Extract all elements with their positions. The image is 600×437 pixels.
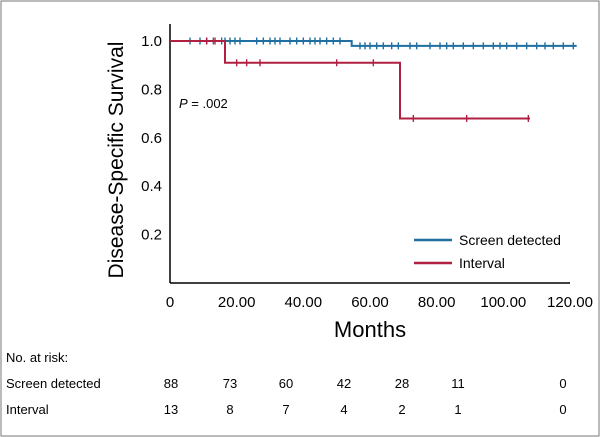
risk-table: No. at risk: Screen detected Interval 88… <box>6 350 567 417</box>
y-tick-label: 0.8 <box>141 81 162 98</box>
risk-row-label-screen-detected: Screen detected <box>6 376 101 391</box>
legend-label-screen-detected: Screen detected <box>459 232 561 248</box>
p-value-symbol: P <box>179 96 188 111</box>
risk-value: 60 <box>279 376 293 391</box>
risk-table-title: No. at risk: <box>6 350 68 365</box>
y-tick-label: 0.2 <box>141 227 162 244</box>
series-layer <box>170 37 577 122</box>
y-tick-labels: 0.2 0.4 0.6 0.8 1.0 <box>141 33 162 244</box>
series-line-interval <box>170 40 530 120</box>
x-tick-label: 100.00 <box>480 294 526 311</box>
risk-value: 4 <box>340 402 347 417</box>
p-value-text: = .002 <box>188 96 228 111</box>
x-tick-label: 40.00 <box>285 294 323 311</box>
risk-row-label-interval: Interval <box>6 402 49 417</box>
x-tick-label: 0 <box>166 294 174 311</box>
series-line-screen-detected <box>170 40 577 47</box>
risk-value: 88 <box>164 376 178 391</box>
y-tick-label: 0.6 <box>141 130 162 147</box>
risk-value: 0 <box>559 402 566 417</box>
x-tick-labels: 0 20.00 40.00 60.00 80.00 100.00 120.00 <box>166 294 593 311</box>
risk-value: 8 <box>226 402 233 417</box>
x-tick-label: 120.00 <box>547 294 593 311</box>
risk-value: 2 <box>398 402 405 417</box>
risk-value: 7 <box>282 402 289 417</box>
y-tick-label: 1.0 <box>141 33 162 50</box>
risk-value: 0 <box>559 376 566 391</box>
y-axis-label: Disease-Specific Survival <box>105 42 128 279</box>
risk-value: 11 <box>451 376 465 391</box>
risk-values: 88 73 60 42 28 11 013 8 7 4 2 1 0 <box>164 376 567 417</box>
y-tick-label: 0.4 <box>141 178 162 195</box>
x-tick-label: 20.00 <box>218 294 256 311</box>
p-value-annotation: P = .002 <box>179 96 228 111</box>
risk-value: 73 <box>223 376 237 391</box>
risk-value: 1 <box>454 402 461 417</box>
legend: Screen detected Interval <box>414 232 561 271</box>
risk-value: 42 <box>337 376 351 391</box>
risk-value: 13 <box>164 402 178 417</box>
x-tick-label: 80.00 <box>418 294 456 311</box>
x-tick-label: 60.00 <box>351 294 389 311</box>
legend-label-interval: Interval <box>459 255 505 271</box>
x-axis-label: Months <box>334 317 406 342</box>
risk-value: 28 <box>395 376 409 391</box>
